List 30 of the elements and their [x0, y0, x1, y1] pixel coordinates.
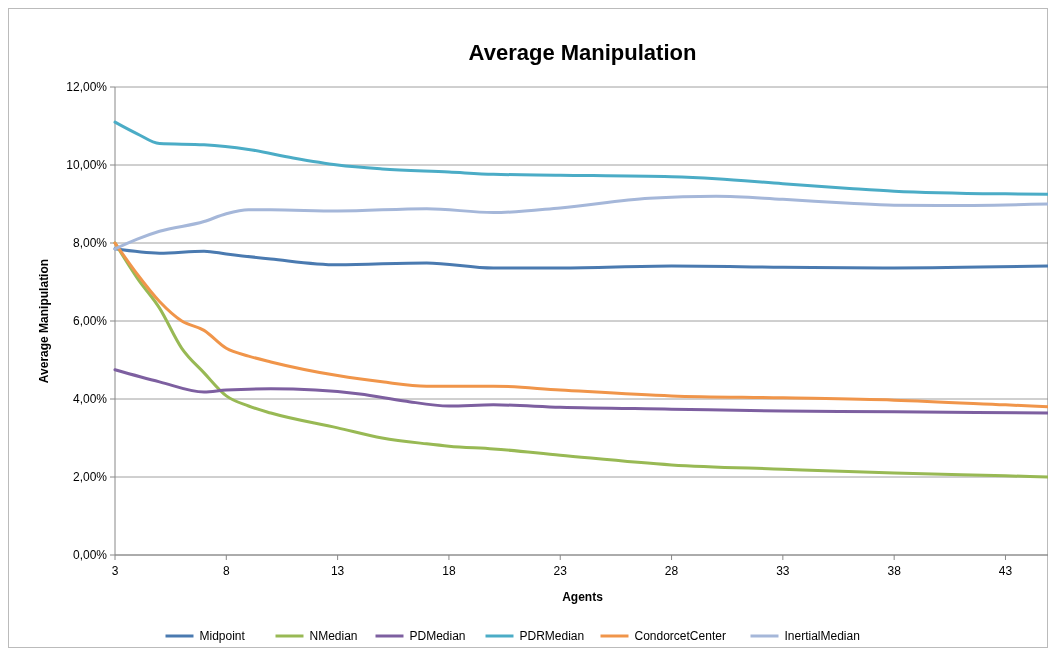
- line-series: [113, 247, 1048, 270]
- line-series: [113, 368, 1048, 415]
- y-tick-label: 0,00%: [72, 548, 108, 562]
- x-tick-label: 23: [553, 564, 568, 578]
- x-tick-label: 3: [111, 564, 119, 578]
- legend-label: CondorcetCenter: [634, 629, 726, 643]
- x-tick-label: 8: [222, 564, 230, 578]
- legend-label: NMedian: [309, 629, 358, 643]
- x-axis-title: Agents: [562, 590, 604, 604]
- y-tick-label: 10,00%: [66, 158, 108, 172]
- line-series: [113, 241, 1048, 409]
- y-tick-label: 12,00%: [66, 80, 108, 94]
- legend-label: PDMedian: [409, 629, 466, 643]
- x-tick-label: 28: [664, 564, 679, 578]
- y-tick-label: 8,00%: [72, 236, 108, 250]
- y-tick-label: 4,00%: [72, 392, 108, 406]
- y-tick-label: 6,00%: [72, 314, 108, 328]
- x-tick-label: 13: [330, 564, 345, 578]
- x-tick-label: 33: [776, 564, 790, 578]
- x-tick-label: 43: [998, 564, 1013, 578]
- legend-label: InertialMedian: [784, 629, 860, 643]
- y-axis-title: Average Manipulation: [37, 258, 51, 384]
- line-series: [113, 194, 1048, 251]
- legend-label: Midpoint: [199, 629, 246, 643]
- line-series: [113, 120, 1048, 196]
- x-tick-label: 18: [442, 564, 456, 578]
- x-tick-label: 38: [887, 564, 902, 578]
- legend-label: PDRMedian: [519, 629, 585, 643]
- y-tick-label: 2,00%: [72, 470, 108, 484]
- chart-title: Average Manipulation: [468, 40, 697, 65]
